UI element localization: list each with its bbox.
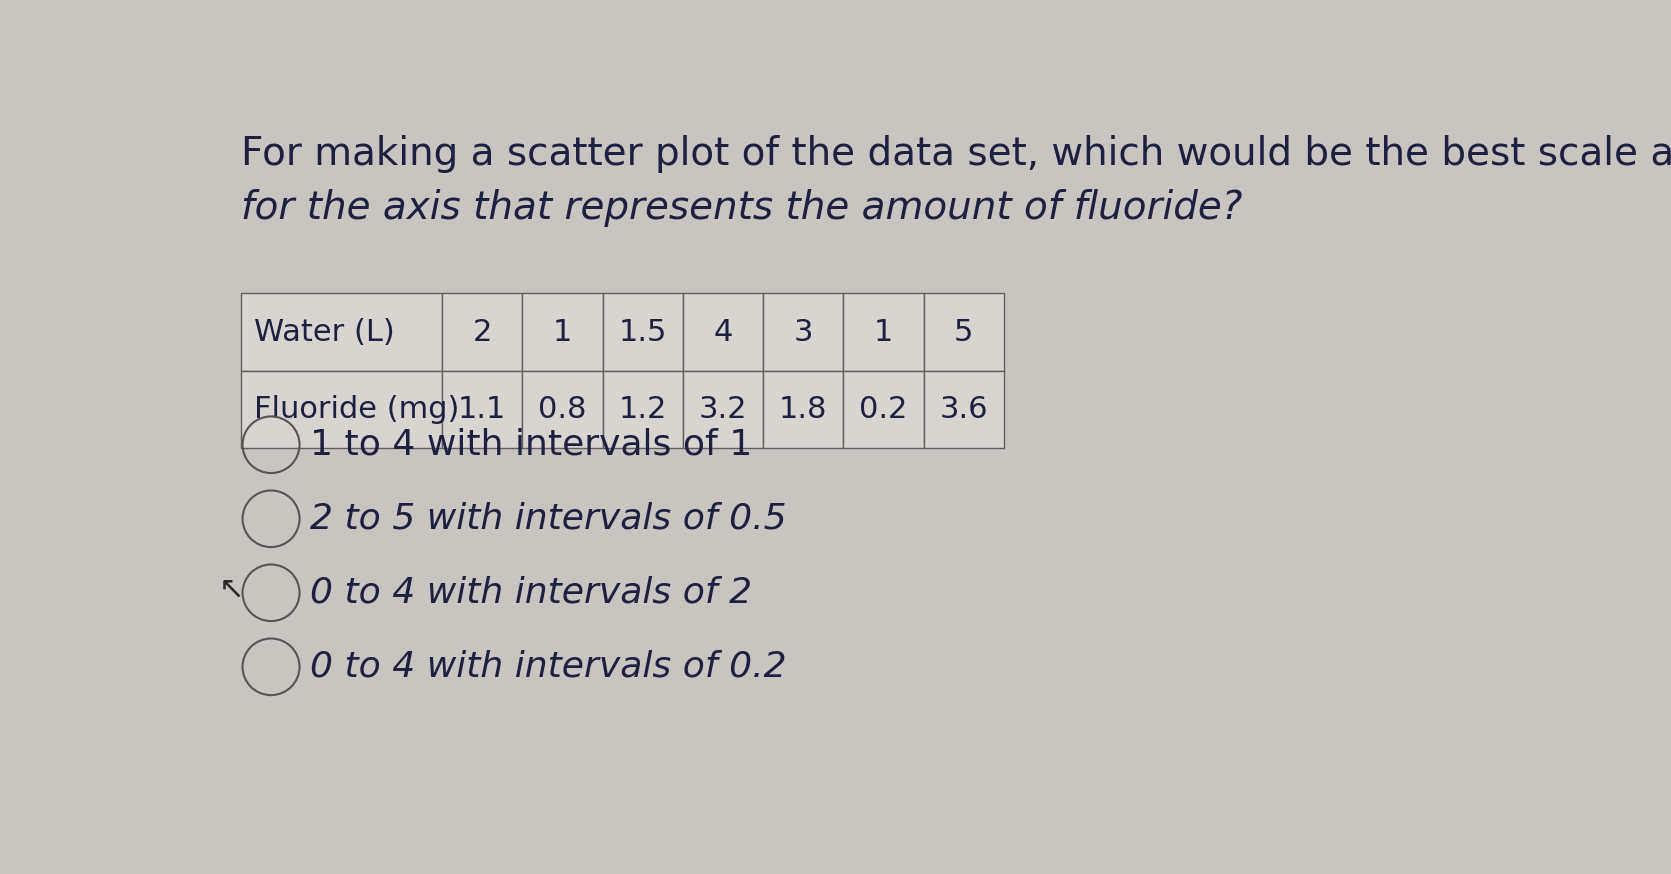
Text: 0.2: 0.2 <box>859 395 907 424</box>
Text: For making a scatter plot of the data set, which would be the best scale and int: For making a scatter plot of the data se… <box>241 135 1671 173</box>
FancyBboxPatch shape <box>523 371 603 448</box>
FancyBboxPatch shape <box>523 294 603 371</box>
Text: 1: 1 <box>874 317 894 346</box>
Text: 1.2: 1.2 <box>618 395 667 424</box>
FancyBboxPatch shape <box>844 371 924 448</box>
FancyBboxPatch shape <box>441 294 523 371</box>
FancyBboxPatch shape <box>924 294 1004 371</box>
Text: Fluoride (mg): Fluoride (mg) <box>254 395 460 424</box>
FancyBboxPatch shape <box>241 371 441 448</box>
FancyBboxPatch shape <box>764 294 844 371</box>
FancyBboxPatch shape <box>603 371 683 448</box>
FancyBboxPatch shape <box>764 371 844 448</box>
Text: ↖: ↖ <box>219 575 244 604</box>
Text: Water (L): Water (L) <box>254 317 394 346</box>
Text: 0 to 4 with intervals of 0.2: 0 to 4 with intervals of 0.2 <box>309 649 787 683</box>
Text: 1.8: 1.8 <box>779 395 827 424</box>
Text: 2 to 5 with intervals of 0.5: 2 to 5 with intervals of 0.5 <box>309 502 787 536</box>
Text: for the axis that represents the amount of fluoride?: for the axis that represents the amount … <box>241 189 1243 227</box>
FancyBboxPatch shape <box>924 371 1004 448</box>
FancyBboxPatch shape <box>441 371 523 448</box>
Text: 0 to 4 with intervals of 2: 0 to 4 with intervals of 2 <box>309 576 752 610</box>
Text: 3: 3 <box>794 317 814 346</box>
FancyBboxPatch shape <box>603 294 683 371</box>
Text: 1.1: 1.1 <box>458 395 506 424</box>
Text: 0.8: 0.8 <box>538 395 587 424</box>
Text: 2: 2 <box>473 317 491 346</box>
Text: 5: 5 <box>954 317 974 346</box>
FancyBboxPatch shape <box>844 294 924 371</box>
Text: 1.5: 1.5 <box>618 317 667 346</box>
Text: 3.6: 3.6 <box>939 395 988 424</box>
FancyBboxPatch shape <box>683 371 764 448</box>
Text: 1 to 4 with intervals of 1: 1 to 4 with intervals of 1 <box>309 427 752 461</box>
Text: 4: 4 <box>714 317 732 346</box>
Text: 3.2: 3.2 <box>698 395 747 424</box>
Text: 1: 1 <box>553 317 571 346</box>
FancyBboxPatch shape <box>241 294 441 371</box>
FancyBboxPatch shape <box>683 294 764 371</box>
